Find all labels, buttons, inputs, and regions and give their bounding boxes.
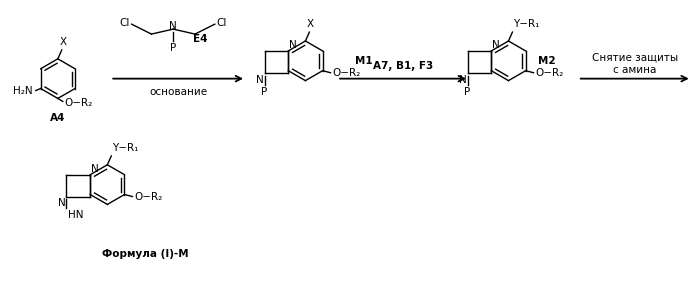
Text: HN: HN [69, 210, 84, 220]
Text: N: N [91, 164, 99, 174]
Text: N: N [256, 75, 264, 85]
Text: O−R₂: O−R₂ [134, 191, 163, 202]
Text: Y−R₁: Y−R₁ [513, 19, 540, 29]
Text: X: X [307, 19, 314, 29]
Text: N: N [58, 198, 66, 209]
Text: P: P [261, 87, 268, 97]
Text: M2: M2 [538, 56, 556, 66]
Text: Y−R₁: Y−R₁ [113, 143, 138, 153]
Text: Cl: Cl [217, 18, 227, 28]
Text: Cl: Cl [120, 18, 129, 28]
Text: N: N [289, 40, 297, 50]
Text: O−R₂: O−R₂ [333, 68, 361, 78]
Text: A4: A4 [50, 113, 66, 123]
Text: с амина: с амина [613, 65, 656, 75]
Text: Снятие защиты: Снятие защиты [591, 53, 678, 63]
Text: основание: основание [149, 87, 207, 97]
Text: N: N [492, 40, 500, 50]
Text: H₂N: H₂N [13, 86, 33, 95]
Text: P: P [170, 43, 176, 53]
Text: A7, B1, F3: A7, B1, F3 [373, 61, 433, 71]
Text: M1: M1 [355, 56, 373, 66]
Text: N: N [459, 75, 466, 85]
Text: E4: E4 [193, 34, 208, 44]
Text: O−R₂: O−R₂ [535, 68, 564, 78]
Text: O−R₂: O−R₂ [65, 98, 93, 108]
Text: P: P [464, 87, 470, 97]
Text: X: X [59, 37, 66, 47]
Text: Формула (I)-M: Формула (I)-M [102, 249, 189, 259]
Text: N: N [169, 21, 177, 31]
